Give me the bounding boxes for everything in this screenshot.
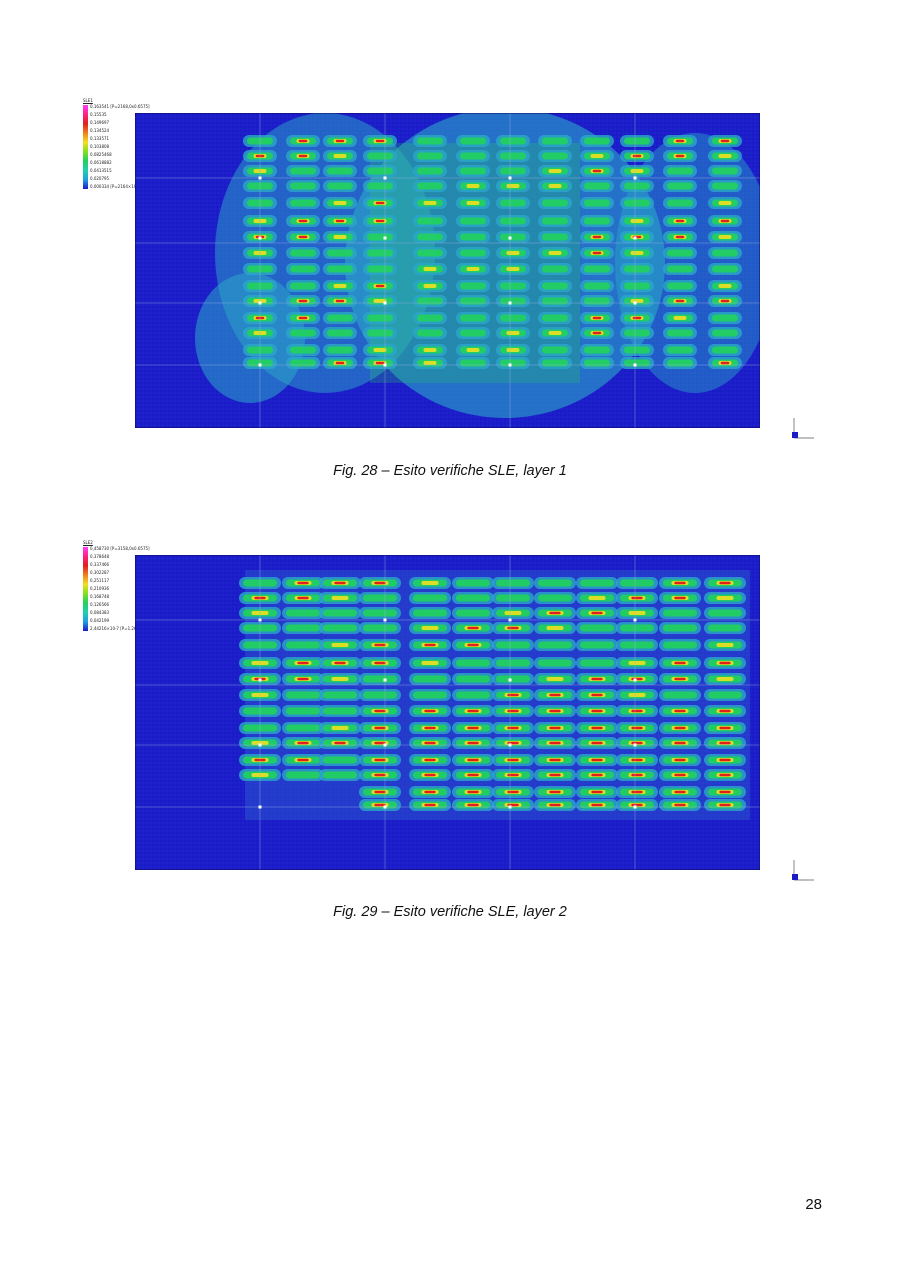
figure-29: SLE2 0,458730 [P=3158,0x0.6575] 0,378648… <box>80 540 820 885</box>
contour-plot-svg <box>135 555 760 870</box>
legend-value: 0,042199 <box>90 618 110 623</box>
legend-value: 0,149697 <box>90 120 110 125</box>
legend-value: 0,084383 <box>90 610 110 615</box>
legend-value: 0,378648 <box>90 554 110 559</box>
legend-value: 0,251117 <box>90 578 110 583</box>
legend-color-scale <box>83 105 88 189</box>
legend-value: 0,126566 <box>90 602 110 607</box>
color-legend: SLE2 0,458730 [P=3158,0x0.6575] 0,378648… <box>80 540 200 660</box>
legend-value-min: 0,000334 [P=2164×10-10] <box>90 184 145 189</box>
axis-triad-icon <box>790 858 820 888</box>
contour-plot-svg <box>135 113 760 428</box>
legend-value: 0,302287 <box>90 570 110 575</box>
page-number: 28 <box>805 1196 822 1213</box>
legend-value: 0,0825468 <box>90 152 112 157</box>
legend-value: 0,0413515 <box>90 168 112 173</box>
legend-value: 0,103808 <box>90 144 110 149</box>
legend-value: 0,134524 <box>90 128 110 133</box>
legend-value: 0,0618882 <box>90 160 112 165</box>
color-legend: SLE1 0,163541 [P=2168,0x0.6575] 0,15535 … <box>80 98 200 218</box>
axis-triad-icon <box>790 416 820 446</box>
legend-value: 0,337466 <box>90 562 110 567</box>
contour-plot <box>135 113 760 428</box>
legend-value-max: 0,458730 [P=3158,0x0.6575] <box>90 546 150 551</box>
legend-value: 0,133571 <box>90 136 110 141</box>
legend-title: SLE1 <box>83 98 93 103</box>
contour-plot <box>135 555 760 870</box>
legend-color-scale <box>83 547 88 631</box>
legend-value: 0,168748 <box>90 594 110 599</box>
legend-value: 0,020795 <box>90 176 110 181</box>
figure-caption: Fig. 29 – Esito verifiche SLE, layer 2 <box>333 904 567 920</box>
figure-caption: Fig. 28 – Esito verifiche SLE, layer 1 <box>333 463 567 479</box>
legend-value: 0,210936 <box>90 586 110 591</box>
legend-value-min: 2,44216×10-7 [P=1.2616×10-10] <box>90 626 159 631</box>
figure-28: SLE1 0,163541 [P=2168,0x0.6575] 0,15535 … <box>80 98 820 443</box>
legend-title: SLE2 <box>83 540 93 545</box>
legend-value: 0,15535 <box>90 112 107 117</box>
legend-value-max: 0,163541 [P=2168,0x0.6575] <box>90 104 150 109</box>
